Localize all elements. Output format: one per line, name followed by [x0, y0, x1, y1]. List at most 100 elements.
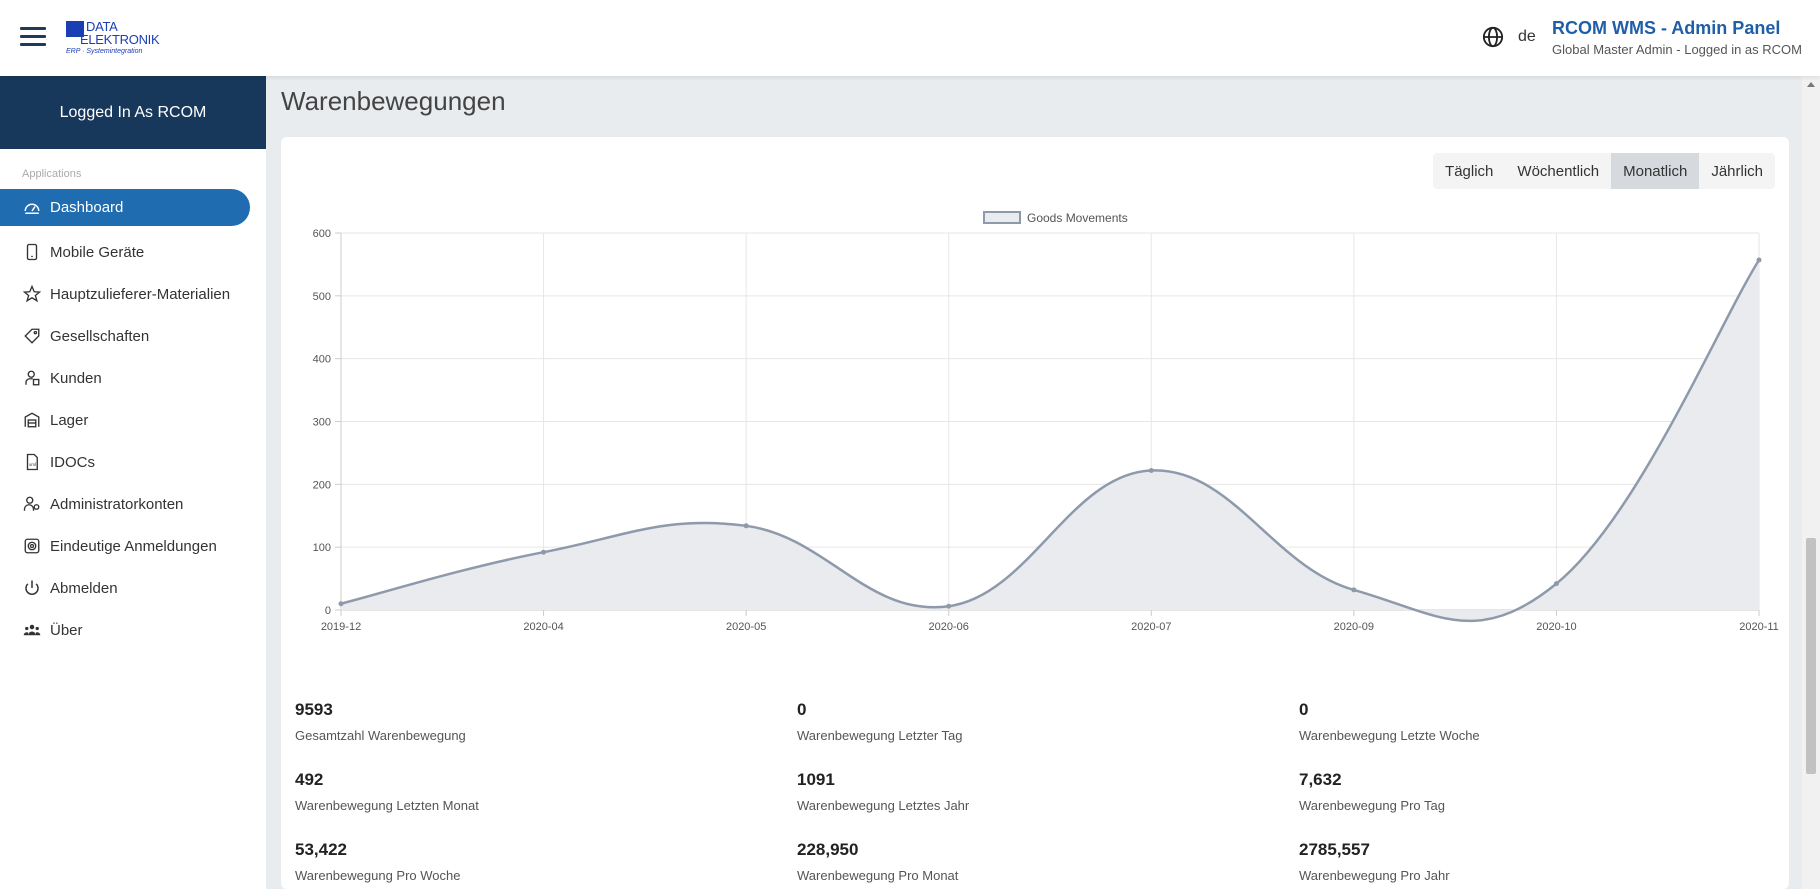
period-button-0[interactable]: Täglich: [1445, 162, 1494, 180]
company-logo[interactable]: DATA ELEKTRONIK ERP · Systemintegration: [66, 19, 160, 55]
data-point: [1351, 587, 1357, 593]
legend-swatch: [983, 211, 1021, 224]
dashboard-icon: [22, 198, 42, 218]
x-tick-label: 2020-04: [523, 621, 563, 633]
scroll-up-arrow-icon[interactable]: [1807, 82, 1815, 87]
stat-label: Warenbewegung Letzte Woche: [1299, 728, 1480, 743]
stat-item: 492 Warenbewegung Letzten Monat: [295, 770, 765, 813]
stat-label: Warenbewegung Pro Jahr: [1299, 868, 1450, 883]
stat-label: Gesamtzahl Warenbewegung: [295, 728, 466, 743]
stat-item: 2785,557 Warenbewegung Pro Jahr: [1299, 840, 1769, 883]
app-title: RCOM WMS - Admin Panel: [1552, 18, 1781, 38]
language-code: de: [1518, 28, 1536, 45]
section-label: Applications: [22, 168, 82, 180]
customer-icon: [22, 368, 42, 388]
stat-value: 9593: [295, 700, 333, 719]
sidebar-user-label: Logged In As RCOM: [0, 76, 266, 149]
sidebar-item-label: Gesellschaften: [50, 327, 150, 345]
y-tick-label: 200: [313, 479, 331, 491]
sidebar-item-eindeutige-anmeldungen[interactable]: Eindeutige Anmeldungen: [0, 525, 266, 567]
stat-label: Warenbewegung Pro Woche: [295, 868, 461, 883]
page-title: Warenbewegungen: [281, 86, 506, 116]
chart-svg: 0 100 200 300 400 500 600 2019-12 2020-04 2020-05…: [313, 211, 1779, 633]
sidebar-item-label: Über: [50, 621, 83, 639]
y-tick-label: 100: [313, 542, 331, 554]
period-button-3[interactable]: Jährlich: [1711, 162, 1763, 180]
data-point: [743, 523, 749, 529]
y-tick-label: 300: [313, 417, 331, 429]
stat-value: 2785,557: [1299, 840, 1370, 859]
stat-label: Warenbewegung Pro Monat: [797, 868, 959, 883]
goods-movements-card: Täglich Wöchentlich Monatlich Jährlich 0 100…: [281, 137, 1789, 889]
stat-value: 492: [295, 770, 324, 789]
sidebar-item-gesellschaften[interactable]: Gesellschaften: [0, 315, 266, 357]
stat-item: 9593 Gesamtzahl Warenbewegung: [295, 700, 765, 743]
stat-value: 0: [1299, 700, 1309, 719]
power-icon: [22, 578, 42, 598]
stat-item: 1091 Warenbewegung Letztes Jahr: [797, 770, 1267, 813]
stat-item: 0 Warenbewegung Letzte Woche: [1299, 700, 1769, 743]
data-point: [946, 603, 952, 609]
svg-text:xml: xml: [29, 462, 36, 467]
scrollbar-thumb[interactable]: [1806, 538, 1816, 774]
sidebar-item-abmelden[interactable]: Abmelden: [0, 567, 266, 609]
y-tick-label: 0: [325, 605, 331, 617]
x-tick-label: 2020-11: [1739, 621, 1779, 633]
sidebar-item-label: Mobile Geräte: [50, 243, 145, 261]
stat-label: Warenbewegung Pro Tag: [1299, 798, 1445, 813]
sidebar-item-label: Kunden: [50, 369, 102, 387]
stat-item: 0 Warenbewegung Letzter Tag: [797, 700, 1267, 743]
data-point: [338, 601, 344, 607]
data-point: [541, 549, 547, 555]
stat-item: 228,950 Warenbewegung Pro Monat: [797, 840, 1267, 883]
users-icon: [22, 620, 42, 640]
stat-value: 1091: [797, 770, 835, 789]
sidebar-item-hauptzulieferer-materialien[interactable]: Hauptzulieferer-Materialien: [0, 273, 266, 315]
period-button-2[interactable]: Monatlich: [1611, 153, 1700, 189]
sidebar-item-label: Abmelden: [50, 579, 118, 597]
language-selector[interactable]: de: [1482, 26, 1536, 48]
goods-movements-chart: 0 100 200 300 400 500 600 2019-12 2020-04 2020-05…: [291, 207, 1781, 777]
page-scrollbar[interactable]: [1802, 76, 1820, 889]
period-toggle-group: Täglich Wöchentlich Monatlich Jährlich: [1433, 153, 1775, 189]
fingerprint-icon: [22, 536, 42, 556]
x-tick-label: 2020-06: [929, 621, 969, 633]
sidebar-item-lager[interactable]: Lager: [0, 399, 266, 441]
sidebar-item-mobile-geräte[interactable]: Mobile Geräte: [0, 231, 266, 273]
sidebar-item-label: IDOCs: [50, 453, 95, 471]
stat-value: 53,422: [295, 840, 347, 859]
stat-label: Warenbewegung Letzter Tag: [797, 728, 963, 743]
data-point: [1756, 257, 1762, 263]
stat-value: 228,950: [797, 840, 859, 859]
sidebar-item-idocs[interactable]: xml IDOCs: [0, 441, 266, 483]
x-tick-label: 2020-05: [726, 621, 766, 633]
stat-label: Warenbewegung Letzten Monat: [295, 798, 479, 813]
x-tick-label: 2020-10: [1536, 621, 1576, 633]
data-point: [1553, 581, 1559, 587]
document-icon: xml: [22, 452, 42, 472]
stat-value: 0: [797, 700, 807, 719]
sidebar-item-über[interactable]: Über: [0, 609, 266, 651]
menu-toggle-icon[interactable]: [20, 27, 46, 47]
sidebar-item-label: Dashboard: [50, 199, 124, 216]
sidebar-item-dashboard[interactable]: Dashboard: [0, 189, 250, 226]
legend-label: Goods Movements: [1027, 211, 1128, 225]
app-subtitle: Global Master Admin - Logged in as RCOM: [1552, 42, 1802, 57]
x-tick-label: 2020-09: [1334, 621, 1374, 633]
stat-item: 7,632 Warenbewegung Pro Tag: [1299, 770, 1769, 813]
star-icon: [22, 284, 42, 304]
sidebar-item-label: Administratorkonten: [50, 495, 184, 513]
sidebar-item-label: Eindeutige Anmeldungen: [50, 537, 217, 555]
warehouse-icon: [22, 410, 42, 430]
period-button-1[interactable]: Wöchentlich: [1517, 162, 1600, 180]
tag-icon: [22, 326, 42, 346]
x-tick-label: 2020-07: [1131, 621, 1171, 633]
sidebar-item-administratorkonten[interactable]: Administratorkonten: [0, 483, 266, 525]
y-tick-label: 600: [313, 228, 331, 240]
y-tick-label: 400: [313, 354, 331, 366]
stat-value: 7,632: [1299, 770, 1342, 789]
y-tick-label: 500: [313, 291, 331, 303]
globe-icon: [1482, 26, 1504, 48]
stat-item: 53,422 Warenbewegung Pro Woche: [295, 840, 765, 883]
sidebar-item-kunden[interactable]: Kunden: [0, 357, 266, 399]
